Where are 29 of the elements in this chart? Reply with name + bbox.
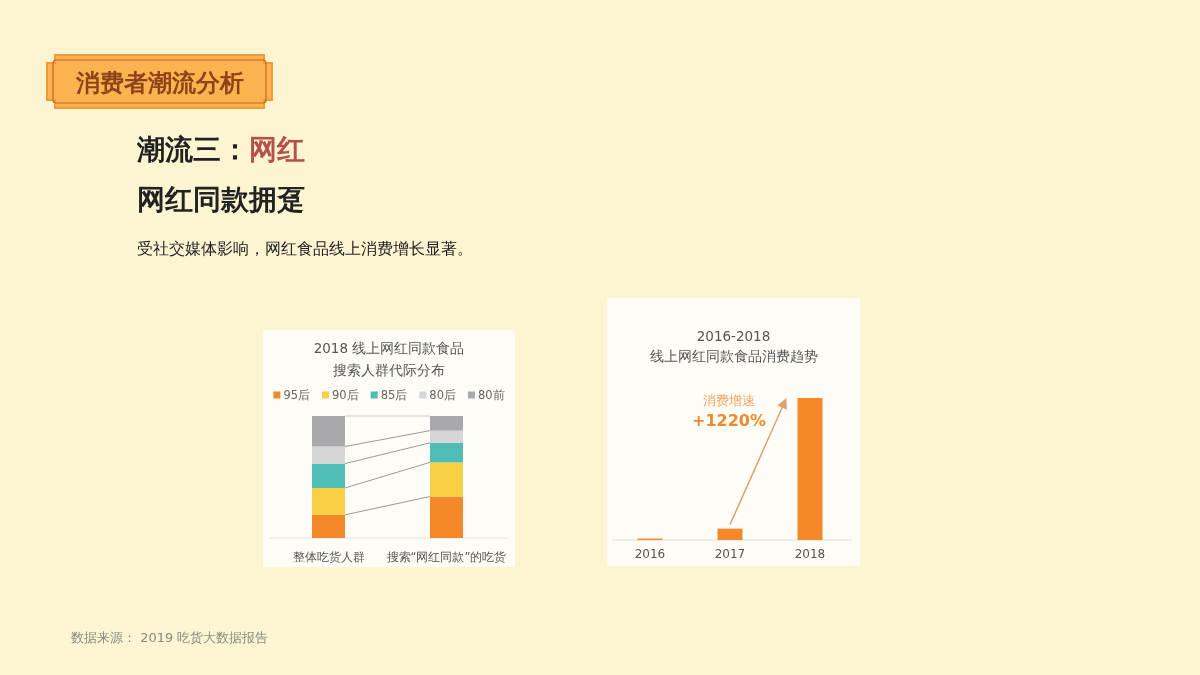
source-note: 数据来源： 2019 吃货大数据报告 xyxy=(71,630,269,645)
legend-label: 90后 xyxy=(332,388,359,402)
x-tick-label: 2018 xyxy=(794,547,826,561)
bar xyxy=(312,446,345,464)
bar xyxy=(312,487,345,515)
bar xyxy=(312,463,345,488)
legend-label: 80前 xyxy=(477,388,505,402)
x-tick-label: 搜索“网红同款”的吃货 xyxy=(386,550,507,564)
chart-title: 2018 线上网红同款食品搜索人群代际分布 xyxy=(313,340,465,378)
legend-label: 95后 xyxy=(283,388,311,402)
bar xyxy=(430,442,463,463)
text: 消费者潮流分析 xyxy=(74,68,244,97)
legend-label: 85后 xyxy=(380,388,408,402)
chart-title: 2016-2018 线上网红同款食品消费趋势 xyxy=(649,328,818,364)
x-tick-label: 2016 xyxy=(634,547,666,561)
annotation: +1220% xyxy=(692,411,766,430)
text: 潮流三：网红 xyxy=(136,133,305,166)
bar xyxy=(430,430,463,443)
bar xyxy=(430,496,463,538)
bar xyxy=(430,416,463,431)
x-tick-label: 2017 xyxy=(714,547,746,561)
legend-label: 80后 xyxy=(429,388,456,402)
annotation: 消费增速 xyxy=(703,393,755,408)
bar xyxy=(430,462,463,497)
x-tick-label: 整体吃货人群 xyxy=(292,550,365,564)
text: 网红同款拥趸 xyxy=(137,183,305,216)
bar xyxy=(312,514,345,538)
bar xyxy=(312,416,345,447)
text: 受社交媒体影响，网红食品线上消费增长显著。 xyxy=(137,239,473,258)
